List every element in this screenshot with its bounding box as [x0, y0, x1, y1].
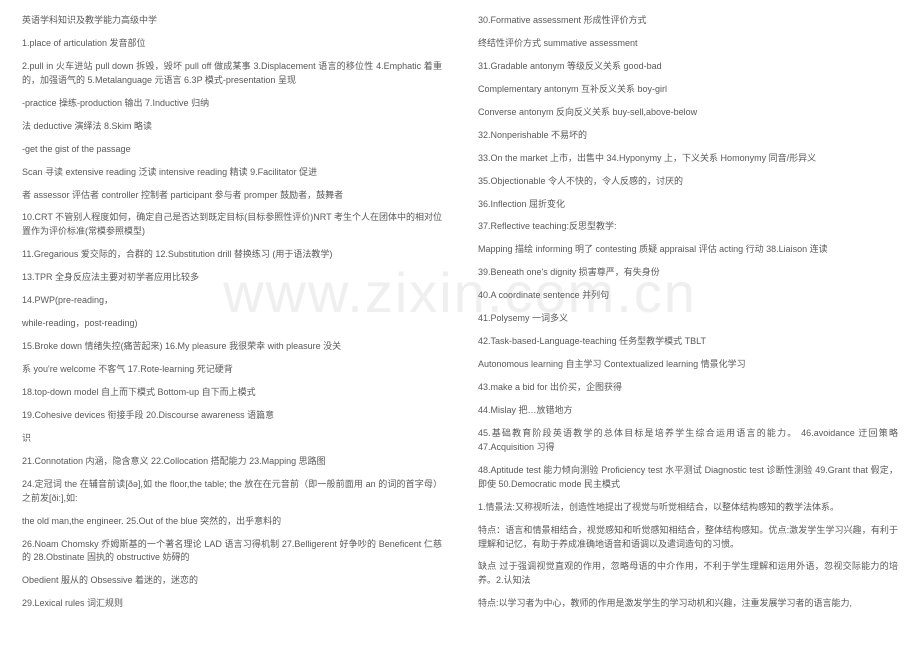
- right-line: 42.Task-based-Language-teaching 任务型教学模式 …: [478, 335, 898, 349]
- left-line: Scan 寻读 extensive reading 泛读 intensive r…: [22, 166, 442, 180]
- right-line: Mapping 描绘 informing 明了 contesting 质疑 ap…: [478, 243, 898, 257]
- right-line: 48.Aptitude test 能力倾向测验 Proficiency test…: [478, 464, 898, 492]
- left-line: -practice 操练-production 输出 7.Inductive 归…: [22, 97, 442, 111]
- left-line: 26.Noam Chomsky 乔姆斯基的一个著名理论 LAD 语言习得机制 2…: [22, 538, 442, 566]
- right-line: 特点:以学习者为中心，教师的作用是激发学生的学习动机和兴趣，注重发展学习者的语言…: [478, 597, 898, 611]
- right-line: Converse antonym 反向反义关系 buy-sell,above-b…: [478, 106, 898, 120]
- right-line: 41.Polysemy 一词多义: [478, 312, 898, 326]
- right-line: 36.Inflection 屈折变化: [478, 198, 898, 212]
- right-line: 44.Mislay 把…放错地方: [478, 404, 898, 418]
- right-line: 37.Reflective teaching:反思型教学:: [478, 220, 898, 234]
- right-line: 35.Objectionable 令人不快的，令人反感的，讨厌的: [478, 175, 898, 189]
- right-line: 43.make a bid for 出价买，企图获得: [478, 381, 898, 395]
- left-line: 29.Lexical rules 词汇规则: [22, 597, 442, 611]
- right-line: 终结性评价方式 summative assessment: [478, 37, 898, 51]
- right-line: 缺点 过于强调视觉直观的作用，忽略母语的中介作用，不利于学生理解和运用外语，忽视…: [478, 560, 898, 588]
- right-column: 30.Formative assessment 形成性评价方式终结性评价方式 s…: [460, 0, 920, 651]
- left-column: 英语学科知识及教学能力高级中学 1.place of articulation 发…: [0, 0, 460, 651]
- right-line: 32.Nonperishable 不易坏的: [478, 129, 898, 143]
- right-line: Autonomous learning 自主学习 Contextualized …: [478, 358, 898, 372]
- page-container: 英语学科知识及教学能力高级中学 1.place of articulation 发…: [0, 0, 920, 651]
- left-line: 10.CRT 不管别人程度如何，确定自己是否达到既定目标(目标参照性评价)NRT…: [22, 211, 442, 239]
- left-line: 1.place of articulation 发音部位: [22, 37, 442, 51]
- left-line: 英语学科知识及教学能力高级中学: [22, 14, 442, 28]
- right-line: 特点：语言和情景相结合，视觉感知和听觉感知相结合，整体结构感知。优点:激发学生学…: [478, 524, 898, 552]
- right-line: 1.情景法:又称视听法，创造性地提出了视觉与听觉相结合，以整体结构感知的教学法体…: [478, 501, 898, 515]
- right-line: 31.Gradable antonym 等级反义关系 good-bad: [478, 60, 898, 74]
- left-line: 法 deductive 演绎法 8.Skim 略读: [22, 120, 442, 134]
- left-line: 2.pull in 火车进站 pull down 拆毁，毁坏 pull off …: [22, 60, 442, 88]
- left-line: 21.Connotation 内涵，隐含意义 22.Collocation 搭配…: [22, 455, 442, 469]
- left-line: while-reading，post-reading): [22, 317, 442, 331]
- left-line: 11.Gregarious 爱交际的，合群的 12.Substitution d…: [22, 248, 442, 262]
- left-line: 15.Broke down 情绪失控(痛苦起来) 16.My pleasure …: [22, 340, 442, 354]
- right-line: 30.Formative assessment 形成性评价方式: [478, 14, 898, 28]
- left-line: 系 you're welcome 不客气 17.Rote-learning 死记…: [22, 363, 442, 377]
- right-line: 40.A coordinate sentence 并列句: [478, 289, 898, 303]
- right-line: Complementary antonym 互补反义关系 boy-girl: [478, 83, 898, 97]
- right-line: 45.基础教育阶段英语教学的总体目标是培养学生综合运用语言的能力。 46.avo…: [478, 427, 898, 455]
- left-line: Obedient 服从的 Obsessive 着迷的，迷恋的: [22, 574, 442, 588]
- right-line: 39.Beneath one's dignity 损害尊严，有失身份: [478, 266, 898, 280]
- left-line: the old man,the engineer. 25.Out of the …: [22, 515, 442, 529]
- left-line: 24.定冠词 the 在辅音前读[ðə],如 the floor,the tab…: [22, 478, 442, 506]
- left-line: 14.PWP(pre-reading，: [22, 294, 442, 308]
- left-line: 13.TPR 全身反应法主要对初学者应用比较多: [22, 271, 442, 285]
- left-line: 18.top-down model 自上而下模式 Bottom-up 自下而上模…: [22, 386, 442, 400]
- left-line: -get the gist of the passage: [22, 143, 442, 157]
- left-line: 识: [22, 432, 442, 446]
- left-line: 者 assessor 评估者 controller 控制者 participan…: [22, 189, 442, 203]
- right-line: 33.On the market 上市，出售中 34.Hyponymy 上，下义…: [478, 152, 898, 166]
- left-line: 19.Cohesive devices 衔接手段 20.Discourse aw…: [22, 409, 442, 423]
